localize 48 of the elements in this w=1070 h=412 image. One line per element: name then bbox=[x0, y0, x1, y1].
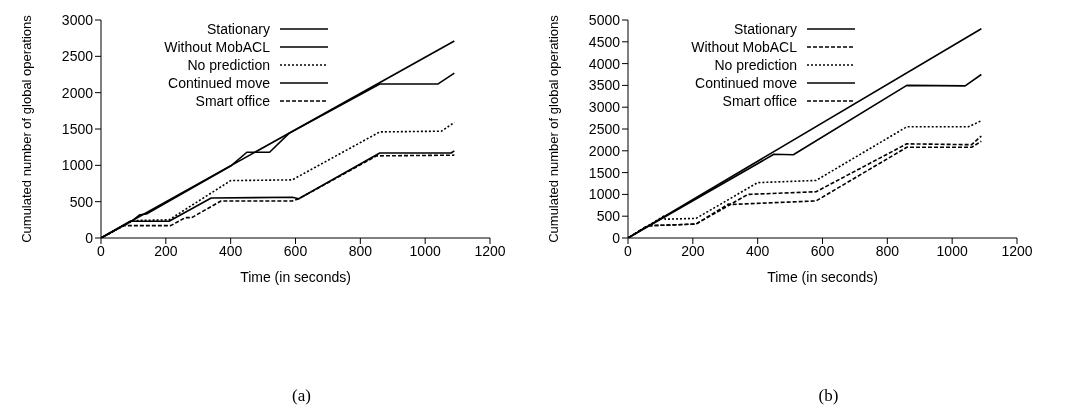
y-tick-label: 2500 bbox=[61, 48, 94, 65]
x-tick-label: 1000 bbox=[936, 242, 968, 259]
y-tick-label: 3500 bbox=[588, 77, 621, 94]
y-tick-label: 1000 bbox=[61, 157, 94, 174]
y-tick-label: 0 bbox=[85, 229, 94, 246]
x-tick-label: 0 bbox=[624, 242, 633, 259]
y-tick-label: 1500 bbox=[61, 120, 94, 137]
x-tick-label: 400 bbox=[218, 242, 243, 259]
x-axis-title: Time (in seconds) bbox=[240, 269, 351, 285]
legend-label: Without MobACL bbox=[164, 39, 270, 55]
x-tick-label: 1200 bbox=[474, 242, 506, 259]
y-tick-label: 2000 bbox=[61, 84, 94, 101]
x-tick-label: 400 bbox=[745, 242, 770, 259]
legend-label: Stationary bbox=[733, 21, 797, 37]
y-tick-label: 0 bbox=[612, 229, 621, 246]
y-tick-label: 1000 bbox=[588, 186, 621, 203]
y-tick-label: 4000 bbox=[588, 55, 621, 72]
y-tick-label: 2000 bbox=[588, 142, 621, 159]
y-tick-label: 500 bbox=[596, 208, 621, 225]
x-tick-label: 200 bbox=[681, 242, 705, 259]
x-tick-label: 800 bbox=[875, 242, 900, 259]
legend-label: No prediction bbox=[714, 57, 797, 73]
x-tick-label: 0 bbox=[97, 242, 106, 259]
legend-label: Continued move bbox=[695, 75, 797, 91]
y-tick-label: 4500 bbox=[588, 33, 621, 50]
legend-label: Smart office bbox=[195, 93, 270, 109]
legend-label: Stationary bbox=[206, 21, 270, 37]
x-tick-label: 200 bbox=[154, 242, 178, 259]
y-tick-label: 500 bbox=[69, 193, 94, 210]
y-tick-label: 5000 bbox=[588, 11, 621, 28]
text: (b) bbox=[817, 386, 840, 406]
x-tick-label: 1200 bbox=[1001, 242, 1033, 259]
x-tick-label: 1000 bbox=[409, 242, 441, 259]
y-tick-label: 1500 bbox=[588, 164, 621, 181]
y-axis-title: Cumulated number of global operations bbox=[18, 14, 34, 243]
legend-label: Without MobACL bbox=[691, 39, 797, 55]
y-tick-label: 3000 bbox=[61, 11, 94, 28]
y-tick-label: 2500 bbox=[588, 120, 621, 137]
x-tick-label: 600 bbox=[283, 242, 308, 259]
x-axis-title: Time (in seconds) bbox=[767, 269, 878, 285]
legend-label: No prediction bbox=[187, 57, 270, 73]
x-tick-label: 800 bbox=[348, 242, 373, 259]
y-axis-title: Cumulated number of global operations bbox=[545, 14, 561, 243]
legend-label: Smart office bbox=[722, 93, 797, 109]
y-tick-label: 3000 bbox=[588, 99, 621, 116]
legend-label: Continued move bbox=[168, 75, 270, 91]
text: (a) bbox=[291, 386, 312, 406]
x-tick-label: 600 bbox=[810, 242, 835, 259]
